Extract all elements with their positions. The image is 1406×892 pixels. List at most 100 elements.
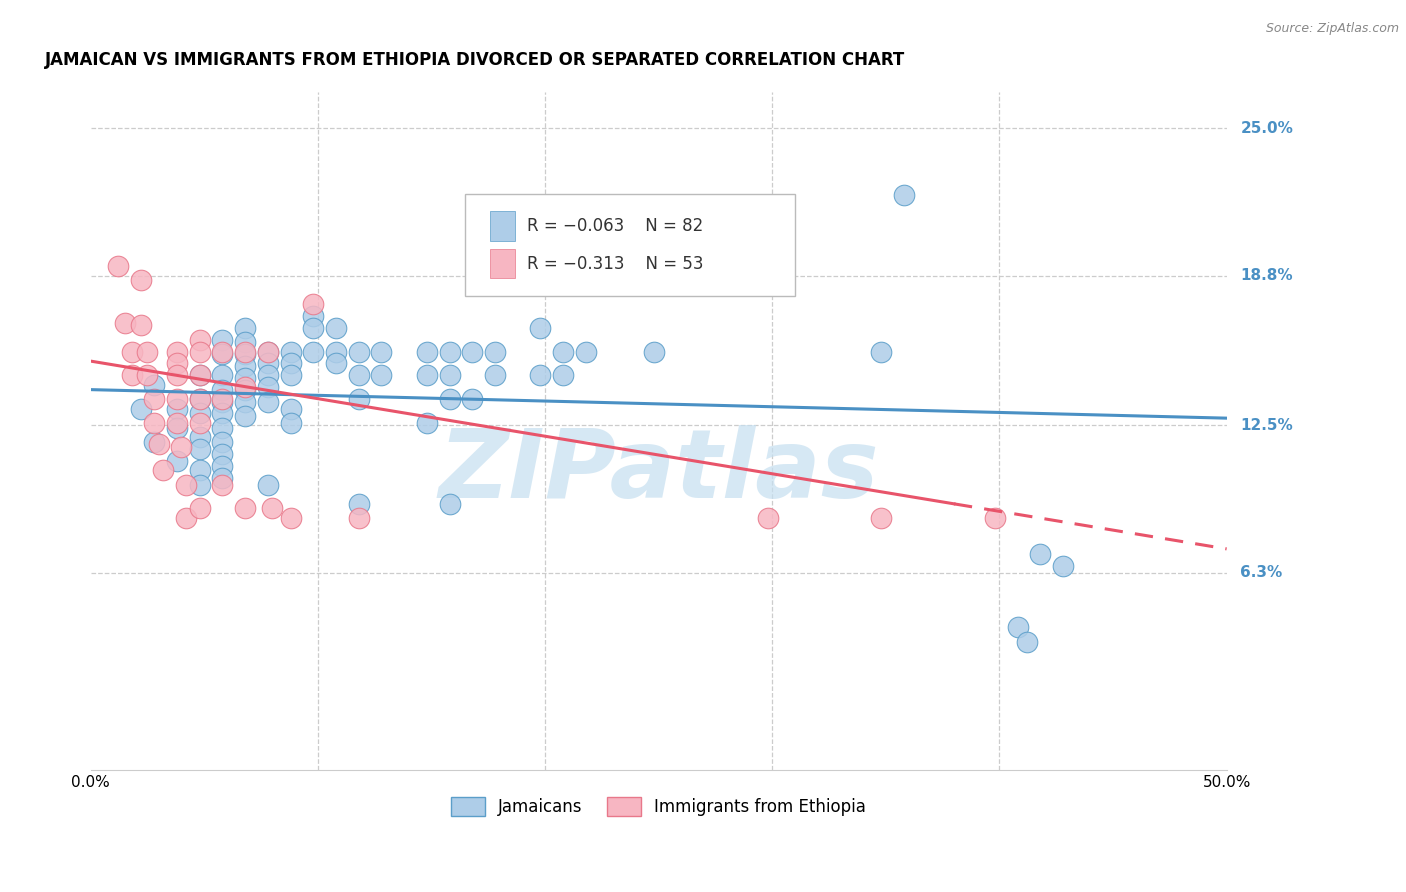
Point xyxy=(1029,547,1052,561)
Point xyxy=(280,344,302,359)
Point xyxy=(256,477,278,491)
Point xyxy=(461,392,484,406)
Point xyxy=(121,344,143,359)
Point xyxy=(211,434,233,449)
Point xyxy=(484,237,506,252)
Point xyxy=(211,333,233,347)
Point xyxy=(188,392,211,406)
FancyBboxPatch shape xyxy=(491,211,516,241)
Point xyxy=(984,511,1007,525)
Point xyxy=(233,409,256,423)
Text: 25.0%: 25.0% xyxy=(1240,120,1294,136)
Point xyxy=(439,392,461,406)
Point xyxy=(188,333,211,347)
Point xyxy=(233,344,256,359)
Point xyxy=(233,370,256,384)
Point xyxy=(325,356,347,370)
Point xyxy=(233,394,256,409)
Point xyxy=(347,392,370,406)
Point xyxy=(233,321,256,335)
Point xyxy=(233,380,256,394)
Legend: Jamaicans, Immigrants from Ethiopia: Jamaicans, Immigrants from Ethiopia xyxy=(444,790,873,822)
Point xyxy=(280,401,302,416)
Point xyxy=(416,416,439,430)
Point xyxy=(166,356,188,370)
Point xyxy=(188,392,211,406)
Point xyxy=(211,420,233,434)
Point xyxy=(174,511,197,525)
Point xyxy=(325,344,347,359)
Point xyxy=(439,497,461,511)
Point xyxy=(166,420,188,434)
Point xyxy=(484,368,506,383)
Point xyxy=(114,316,136,330)
Point xyxy=(370,344,392,359)
Point xyxy=(347,497,370,511)
Point xyxy=(188,344,211,359)
Point xyxy=(280,511,302,525)
Point xyxy=(129,273,152,287)
FancyBboxPatch shape xyxy=(491,249,516,278)
Point xyxy=(166,416,188,430)
Point xyxy=(170,440,193,454)
Point xyxy=(302,297,325,311)
Point xyxy=(870,511,893,525)
Point xyxy=(211,470,233,484)
Point xyxy=(1015,634,1038,648)
Point xyxy=(416,368,439,383)
Point xyxy=(529,321,551,335)
Point xyxy=(136,368,159,383)
Point xyxy=(188,463,211,477)
Point xyxy=(121,368,143,383)
Point xyxy=(143,377,166,392)
Point xyxy=(1007,620,1029,634)
Text: R = −0.313    N = 53: R = −0.313 N = 53 xyxy=(527,255,703,273)
Point xyxy=(211,368,233,383)
Point xyxy=(188,368,211,383)
Point xyxy=(553,368,575,383)
Text: 18.8%: 18.8% xyxy=(1240,268,1294,283)
Point xyxy=(233,383,256,397)
Point xyxy=(256,368,278,383)
Point xyxy=(211,344,233,359)
Point xyxy=(188,430,211,444)
Point xyxy=(174,477,197,491)
Point xyxy=(256,356,278,370)
Point xyxy=(211,447,233,461)
Point xyxy=(136,344,159,359)
Point xyxy=(166,392,188,406)
Point xyxy=(211,406,233,420)
Point xyxy=(211,392,233,406)
Point xyxy=(643,344,665,359)
Point xyxy=(756,511,779,525)
Point xyxy=(370,368,392,383)
Point xyxy=(256,394,278,409)
Point xyxy=(575,344,598,359)
Point xyxy=(143,392,166,406)
Point xyxy=(893,187,915,202)
Point xyxy=(256,380,278,394)
Text: JAMAICAN VS IMMIGRANTS FROM ETHIOPIA DIVORCED OR SEPARATED CORRELATION CHART: JAMAICAN VS IMMIGRANTS FROM ETHIOPIA DIV… xyxy=(45,51,905,69)
Point xyxy=(302,309,325,323)
Point xyxy=(256,344,278,359)
Point xyxy=(188,406,211,420)
Point xyxy=(870,344,893,359)
Text: ZIPatlas: ZIPatlas xyxy=(439,425,879,518)
Point xyxy=(166,368,188,383)
Point xyxy=(280,368,302,383)
Point xyxy=(643,202,665,216)
Point xyxy=(347,511,370,525)
Point xyxy=(575,273,598,287)
Point xyxy=(416,344,439,359)
Point xyxy=(347,368,370,383)
Point xyxy=(211,477,233,491)
Point xyxy=(211,394,233,409)
Point xyxy=(188,416,211,430)
Point xyxy=(439,368,461,383)
Point xyxy=(553,344,575,359)
Point xyxy=(188,368,211,383)
Point xyxy=(211,347,233,361)
Point xyxy=(256,344,278,359)
Point xyxy=(347,344,370,359)
Point xyxy=(461,344,484,359)
